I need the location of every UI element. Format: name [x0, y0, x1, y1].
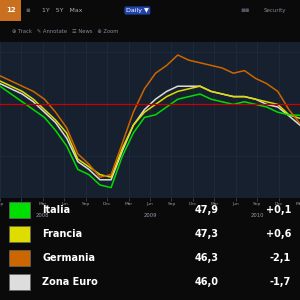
Text: 2010: 2010: [250, 213, 264, 218]
Bar: [9, 226, 30, 242]
Text: Francia: Francia: [42, 229, 82, 239]
Text: Security: Security: [264, 8, 286, 13]
Bar: [9, 202, 30, 218]
Text: 47,9: 47,9: [195, 205, 219, 215]
Text: +0,1: +0,1: [266, 205, 291, 215]
Text: Germania: Germania: [42, 253, 95, 263]
Text: -2,1: -2,1: [270, 253, 291, 263]
Bar: [9, 274, 30, 290]
Text: 47,3: 47,3: [195, 229, 219, 239]
Text: Italia: Italia: [42, 205, 70, 215]
Text: 2009: 2009: [143, 213, 157, 218]
Text: +0,6: +0,6: [266, 229, 291, 239]
Text: 12: 12: [6, 8, 15, 14]
Text: 46,3: 46,3: [195, 253, 219, 263]
Text: 1Y   5Y   Max: 1Y 5Y Max: [42, 8, 82, 13]
Text: ⊕ Track   ✎ Annotate   ☰ News   ⊕ Zoom: ⊕ Track ✎ Annotate ☰ News ⊕ Zoom: [12, 29, 119, 34]
Bar: [9, 250, 30, 266]
Text: ▪: ▪: [26, 8, 30, 14]
Text: -1,7: -1,7: [270, 277, 291, 287]
Text: Daily ▼: Daily ▼: [126, 8, 149, 13]
Text: 2008: 2008: [36, 213, 50, 218]
Text: 46,0: 46,0: [195, 277, 219, 287]
Text: ▪▪: ▪▪: [240, 8, 250, 14]
Text: Zona Euro: Zona Euro: [42, 277, 98, 287]
Bar: [0, 0, 21, 21]
